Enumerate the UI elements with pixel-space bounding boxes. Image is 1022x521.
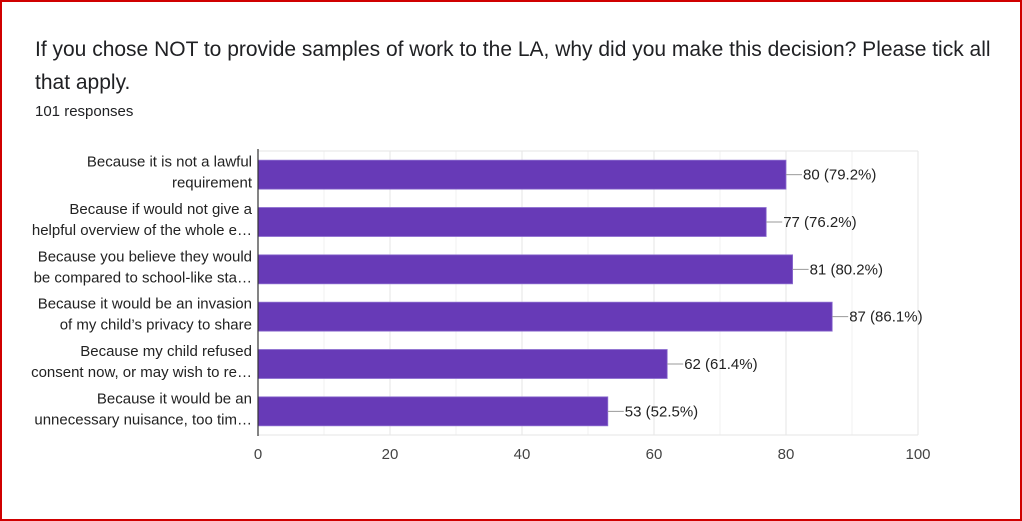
x-tick-label: 40 xyxy=(514,446,531,463)
category-label: requirement xyxy=(172,175,253,192)
bar xyxy=(257,349,668,379)
category-label: Because if would not give a xyxy=(69,201,252,218)
data-label: 62 (61.4%) xyxy=(684,356,757,373)
category-label: Because you believe they would xyxy=(38,248,252,265)
bar xyxy=(257,254,793,285)
bar xyxy=(257,207,767,237)
category-label: Because it is not a lawful xyxy=(87,154,252,171)
x-tick-label: 80 xyxy=(778,446,795,463)
category-label: of my child’s privacy to share xyxy=(60,317,252,334)
data-label: 87 (86.1%) xyxy=(849,309,922,326)
x-tick-label: 20 xyxy=(382,446,399,463)
category-label: consent now, or may wish to re… xyxy=(31,364,252,381)
category-label: Because it would be an xyxy=(97,390,252,407)
x-tick-label: 0 xyxy=(254,446,262,463)
data-label: 53 (52.5%) xyxy=(625,403,698,420)
data-label: 80 (79.2%) xyxy=(803,167,876,184)
bar xyxy=(257,301,833,332)
data-label: 77 (76.2%) xyxy=(783,214,856,231)
x-tick-label: 60 xyxy=(646,446,663,463)
bar xyxy=(257,396,609,427)
x-tick-label: 100 xyxy=(905,446,930,463)
response-count: 101 responses xyxy=(35,103,134,120)
category-label: Because it would be an invasion xyxy=(38,296,252,313)
bar xyxy=(257,159,787,190)
category-label: unnecessary nuisance, too tim… xyxy=(34,411,252,428)
category-label: be compared to school-like sta… xyxy=(34,269,252,286)
question-title: If you chose NOT to provide samples of w… xyxy=(35,38,991,94)
category-label: Because my child refused xyxy=(80,343,252,360)
data-label: 81 (80.2%) xyxy=(810,261,883,278)
category-label: helpful overview of the whole e… xyxy=(32,222,252,239)
